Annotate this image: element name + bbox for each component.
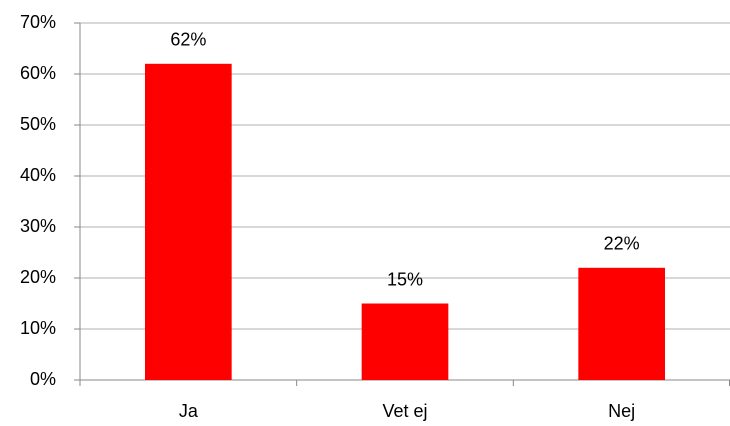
x-tick-label: Vet ej: [382, 401, 427, 421]
y-tick-label: 50%: [20, 114, 56, 134]
data-label: 15%: [387, 269, 423, 289]
y-tick-label: 40%: [20, 165, 56, 185]
y-tick-label: 30%: [20, 216, 56, 236]
y-tick-label: 10%: [20, 318, 56, 338]
data-label: 22%: [604, 234, 640, 254]
y-tick-label: 0%: [30, 369, 56, 389]
x-tick-label: Nej: [608, 401, 635, 421]
bar: [145, 63, 232, 381]
bar: [361, 303, 449, 380]
bar: [578, 267, 665, 380]
y-tick-label: 20%: [20, 267, 56, 287]
data-label: 62%: [170, 30, 206, 50]
y-tick-label: 60%: [20, 63, 56, 83]
y-tick-label: 70%: [20, 12, 56, 32]
x-tick-label: Ja: [179, 401, 199, 421]
